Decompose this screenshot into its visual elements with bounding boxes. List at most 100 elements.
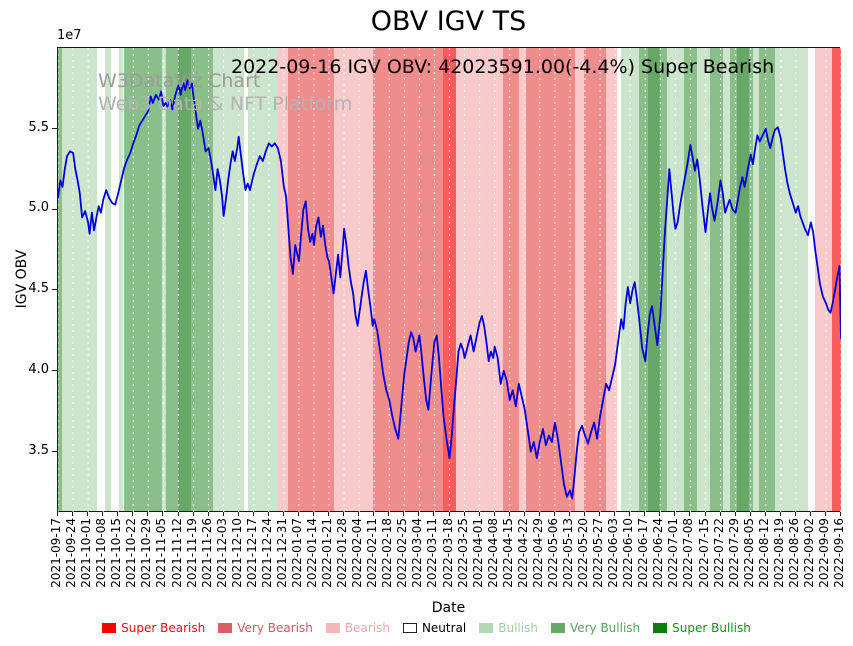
x-tick-label: 2021-12-24 bbox=[259, 518, 274, 588]
x-tick-mark bbox=[523, 512, 525, 516]
x-tick-mark bbox=[689, 512, 691, 516]
legend-item-very-bullish: Very Bullish bbox=[550, 621, 641, 635]
sentiment-band-super-bullish bbox=[648, 48, 661, 511]
y-tick-label: 4.5 bbox=[28, 281, 49, 297]
x-tick-mark bbox=[433, 512, 435, 516]
x-tick-mark bbox=[840, 512, 841, 516]
x-tick-mark bbox=[493, 512, 495, 516]
sentiment-band-very-bearish bbox=[287, 48, 335, 511]
x-tick-mark bbox=[569, 512, 570, 516]
y-tick-label: 5.5 bbox=[28, 119, 49, 135]
legend-label: Neutral bbox=[421, 621, 467, 635]
legend-item-bullish: Bullish bbox=[479, 621, 538, 635]
x-tick-label: 2022-03-25 bbox=[455, 518, 470, 588]
x-tick-mark bbox=[824, 512, 826, 516]
legend-label: Bearish bbox=[344, 621, 390, 635]
legend-item-bearish: Bearish bbox=[325, 621, 390, 635]
y-tick-mark bbox=[52, 450, 57, 452]
x-tick-mark bbox=[57, 512, 58, 516]
x-tick-label: 2022-09-02 bbox=[801, 518, 816, 588]
x-tick-label: 2022-01-28 bbox=[335, 518, 350, 588]
x-tick-mark bbox=[764, 512, 766, 516]
x-tick-label: 2021-12-03 bbox=[214, 518, 229, 588]
sentiment-band-bullish bbox=[161, 48, 166, 511]
sentiment-band-bullish bbox=[722, 48, 730, 511]
x-tick-label: 2022-04-29 bbox=[530, 518, 545, 588]
x-tick-label: 2022-02-25 bbox=[395, 518, 410, 588]
x-tick-label: 2021-12-31 bbox=[274, 518, 289, 588]
x-tick-label: 2021-09-17 bbox=[49, 518, 63, 588]
sentiment-band-bullish bbox=[667, 48, 685, 511]
watermark: W3DataViz Chart Web3 Data & NFT Platform bbox=[98, 70, 352, 116]
x-tick-label: 2022-08-05 bbox=[741, 518, 756, 588]
x-tick-mark bbox=[704, 512, 706, 516]
x-tick-mark bbox=[719, 512, 721, 516]
x-tick-label: 2022-01-21 bbox=[320, 518, 334, 588]
x-tick-mark bbox=[162, 512, 164, 516]
sentiment-band-neutral bbox=[111, 48, 119, 511]
legend: Super Bearish Very Bearish Bearish Neutral B… bbox=[0, 621, 853, 635]
x-tick-mark bbox=[734, 512, 736, 516]
y-tick-mark bbox=[52, 208, 57, 210]
legend-label: Very Bearish bbox=[237, 621, 313, 635]
x-tick-label: 2022-09-16 bbox=[832, 518, 846, 588]
sentiment-band-bullish bbox=[104, 48, 112, 511]
sentiment-band-bearish bbox=[606, 48, 617, 511]
x-tick-label: 2022-07-01 bbox=[666, 518, 681, 588]
sentiment-band-very-bearish bbox=[525, 48, 576, 511]
latest-value-annotation: 2022-09-16 IGV OBV: 42023591.00(-4.4%) S… bbox=[231, 56, 775, 78]
x-tick-mark bbox=[252, 512, 254, 516]
x-tick-mark bbox=[147, 512, 149, 516]
sentiment-band-bearish bbox=[575, 48, 585, 511]
x-tick-label: 2022-03-11 bbox=[425, 518, 440, 588]
legend-item-super-bearish: Super Bearish bbox=[102, 621, 205, 635]
sentiment-band-super-bearish bbox=[442, 48, 457, 511]
sentiment-band-bullish bbox=[697, 48, 710, 511]
x-tick-mark bbox=[343, 512, 345, 516]
y-tick-label: 4.0 bbox=[28, 361, 49, 377]
x-tick-mark bbox=[102, 512, 104, 516]
x-tick-label: 2022-06-24 bbox=[651, 518, 666, 588]
y-tick-mark bbox=[52, 369, 57, 371]
sentiment-band-neutral bbox=[616, 48, 622, 511]
sentiment-band-very-bullish bbox=[639, 48, 649, 511]
x-tick-mark bbox=[207, 512, 209, 516]
x-tick-mark bbox=[358, 512, 360, 516]
x-tick-label: 2022-05-20 bbox=[576, 518, 590, 588]
sentiment-band-bearish bbox=[277, 48, 288, 511]
x-tick-label: 2022-04-15 bbox=[500, 518, 515, 588]
x-tick-mark bbox=[222, 512, 224, 516]
x-tick-label: 2021-12-10 bbox=[229, 518, 244, 588]
legend-swatch-icon bbox=[550, 623, 565, 633]
legend-label: Very Bullish bbox=[569, 621, 641, 635]
x-tick-mark bbox=[87, 512, 89, 516]
sentiment-bands-layer bbox=[58, 48, 841, 511]
sentiment-band-very-bullish bbox=[58, 48, 62, 511]
x-tick-mark bbox=[809, 512, 811, 516]
x-tick-label: 2021-11-12 bbox=[169, 518, 184, 588]
y-axis-label: IGV OBV bbox=[14, 249, 30, 309]
legend-swatch-icon bbox=[653, 623, 668, 633]
watermark-line2: Web3 Data & NFT Platform bbox=[98, 93, 353, 115]
x-tick-label: 2022-04-08 bbox=[485, 518, 500, 588]
x-tick-mark bbox=[117, 512, 119, 516]
x-tick-mark bbox=[674, 512, 676, 516]
sentiment-band-very-bullish bbox=[190, 48, 214, 511]
x-tick-label: 2022-06-10 bbox=[621, 518, 636, 588]
x-axis-label: Date bbox=[431, 600, 466, 616]
sentiment-band-super-bullish bbox=[737, 48, 750, 511]
x-tick-label: 2022-05-27 bbox=[591, 518, 606, 588]
x-tick-label: 2022-05-13 bbox=[561, 518, 575, 588]
y-axis-offset-label: 1e7 bbox=[57, 28, 82, 43]
sentiment-band-neutral bbox=[97, 48, 105, 511]
legend-swatch-icon bbox=[102, 623, 117, 633]
sentiment-band-bullish bbox=[61, 48, 98, 511]
sentiment-band-bullish bbox=[621, 48, 640, 511]
x-tick-label: 2022-04-01 bbox=[470, 518, 485, 588]
x-tick-mark bbox=[267, 512, 269, 516]
x-tick-mark bbox=[614, 512, 616, 516]
chart-title: OBV IGV TS bbox=[370, 6, 527, 37]
legend-label: Super Bullish bbox=[672, 621, 751, 635]
x-tick-label: 2022-08-26 bbox=[786, 518, 801, 588]
